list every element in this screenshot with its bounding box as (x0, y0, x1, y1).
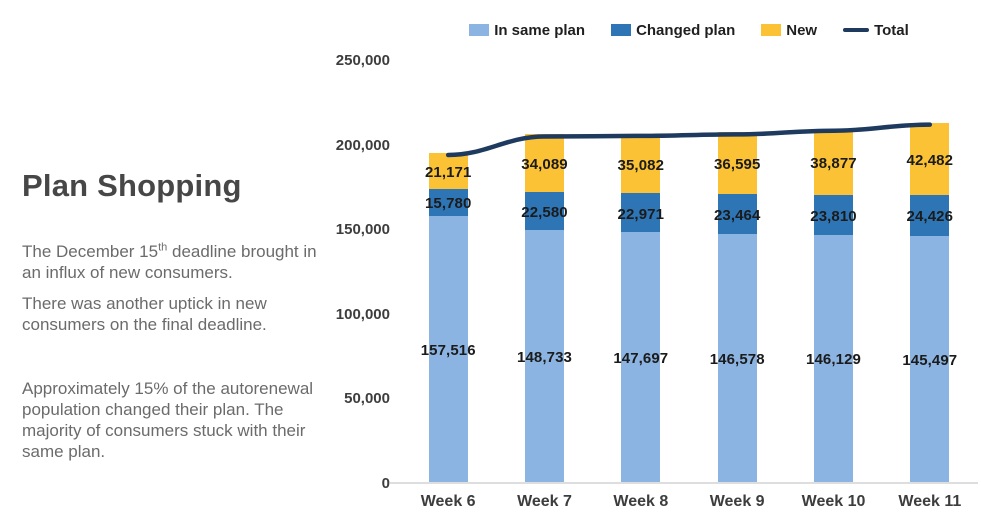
legend-item-new[interactable]: New (761, 22, 817, 39)
paragraph-text: deadline brought in an influx of new con… (22, 242, 317, 283)
data-label: 35,082 (617, 156, 665, 174)
bar-segment-in-same-plan[interactable] (525, 230, 564, 482)
plot-area: 157,516 15,780 21,171 148,733 22,580 34,089 14… (390, 61, 978, 484)
data-label: 146,578 (709, 351, 765, 368)
bar-segment-in-same-plan[interactable] (428, 215, 468, 482)
insight-paragraph-uptick: There was another uptick in new consumer… (22, 294, 267, 335)
data-label: 22,971 (617, 205, 665, 223)
data-label: 15,780 (424, 195, 472, 213)
bar-segment-new[interactable] (525, 134, 564, 193)
bar-segment-in-same-plan[interactable] (621, 232, 661, 482)
total-line-chart (445, 122, 933, 158)
y-axis-tick-label: 150,000 (335, 221, 390, 239)
legend-label: New (786, 21, 818, 39)
insight-paragraph-deadline: The December 15th deadline brought in an… (22, 241, 318, 283)
legend-line-swatch (843, 28, 870, 32)
y-axis-tick-label: 250,000 (335, 52, 390, 69)
x-axis-category-label: Week 7 (517, 493, 572, 510)
bar-segment-new[interactable] (717, 132, 757, 195)
y-axis-tick-label: 200,000 (335, 136, 390, 154)
bar-segment-changed-plan[interactable] (717, 194, 757, 234)
chart-legend: In same plan Changed plan New Total (400, 18, 978, 42)
x-axis-zero-tick (390, 482, 400, 484)
bar-segment-new[interactable] (814, 128, 853, 195)
data-label: 22,580 (521, 204, 568, 222)
y-axis-tick-label: 50,000 (344, 390, 390, 408)
bar-segment-changed-plan[interactable] (621, 193, 661, 233)
data-label: 157,516 (420, 341, 476, 359)
legend-label: In same plan (494, 21, 586, 39)
data-label: 36,595 (713, 156, 761, 174)
data-label: 146,129 (806, 351, 861, 369)
bar-segment-in-same-plan[interactable] (717, 234, 757, 482)
bar-segment-in-same-plan[interactable] (814, 234, 853, 482)
y-axis-tick-label: 100,000 (335, 305, 390, 323)
bar-segment-changed-plan[interactable] (525, 192, 564, 231)
total-line[interactable] (445, 122, 933, 158)
legend-color-swatch (761, 24, 782, 36)
bar-segment-changed-plan[interactable] (910, 194, 950, 236)
x-axis-category-label: Week 6 (420, 493, 476, 510)
bar-segment-changed-plan[interactable] (814, 194, 853, 235)
legend-color-swatch (611, 24, 632, 36)
legend-label: Changed plan (636, 21, 736, 39)
legend-item-total[interactable]: Total (843, 22, 909, 39)
x-axis-category-label: Week 11 (898, 493, 962, 510)
x-axis-category-label: Week 10 (801, 493, 866, 510)
legend-label: Total (874, 21, 909, 39)
bar-segment-new[interactable] (910, 122, 950, 195)
data-label: 145,497 (902, 351, 958, 369)
bar-segment-in-same-plan[interactable] (910, 235, 950, 482)
data-label: 23,464 (713, 207, 761, 225)
data-label: 147,697 (613, 350, 669, 367)
x-axis-category-label: Week 8 (613, 493, 669, 510)
data-label: 21,171 (424, 163, 472, 181)
y-axis-tick-label: 0 (381, 475, 390, 492)
data-label: 34,089 (521, 156, 568, 174)
paragraph-text: The December 15 (22, 242, 159, 261)
page-title: Plan Shopping (22, 168, 242, 203)
bar-segment-new[interactable] (621, 133, 661, 194)
bar-segment-new[interactable] (428, 153, 468, 189)
data-label: 38,877 (810, 154, 857, 172)
legend-item-in-same-plan[interactable]: In same plan (469, 22, 585, 39)
data-label: 148,733 (517, 349, 572, 367)
x-axis-category-label: Week 9 (709, 493, 765, 510)
superscript-th: th (158, 241, 168, 254)
legend-item-changed-plan[interactable]: Changed plan (611, 22, 735, 39)
insight-paragraph-autorenewal: Approximately 15% of the autorenewal pop… (22, 379, 314, 462)
bar-segment-changed-plan[interactable] (428, 188, 468, 216)
data-label: 23,810 (810, 207, 857, 225)
data-label: 42,482 (906, 151, 954, 169)
data-label: 24,426 (906, 208, 954, 226)
legend-color-swatch (469, 24, 490, 36)
